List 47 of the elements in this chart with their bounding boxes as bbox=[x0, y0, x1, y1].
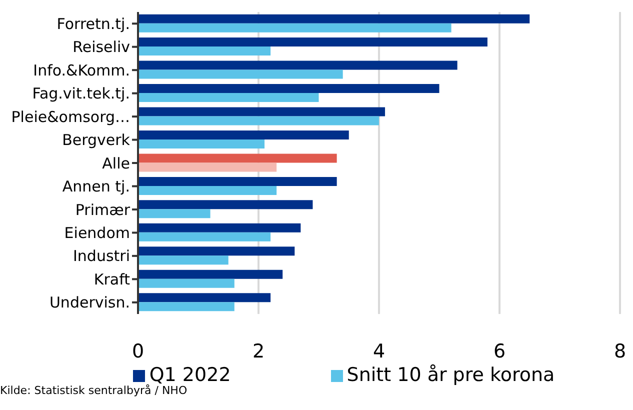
bar bbox=[138, 223, 301, 232]
bar bbox=[138, 200, 313, 210]
y-tick-label: Bergverk bbox=[62, 131, 130, 150]
bar bbox=[138, 232, 271, 242]
text: Kilde: Statistisk sentralbyrå / NHO bbox=[0, 384, 188, 397]
y-tick-label: Annen tj. bbox=[62, 178, 130, 196]
legend-label: Q1 2022 bbox=[149, 364, 231, 386]
x-tick-label: 6 bbox=[493, 340, 506, 362]
bar bbox=[138, 139, 265, 148]
bar bbox=[138, 130, 349, 140]
bar bbox=[138, 70, 343, 79]
bar bbox=[138, 209, 210, 218]
bar bbox=[138, 107, 386, 116]
bar bbox=[138, 154, 337, 163]
bar bbox=[138, 162, 277, 172]
bar bbox=[138, 84, 440, 94]
y-tick-label: Primær bbox=[75, 200, 131, 219]
bar bbox=[138, 186, 277, 195]
bar bbox=[138, 302, 234, 312]
bar bbox=[138, 270, 283, 279]
y-tick-label: Fag.vit.tek.tj. bbox=[32, 84, 130, 103]
bar bbox=[138, 23, 452, 32]
bar bbox=[138, 116, 379, 126]
y-tick-label: Info.&Komm. bbox=[33, 61, 130, 80]
bar bbox=[138, 46, 271, 56]
bar bbox=[138, 60, 458, 70]
y-tick-label: Eiendom bbox=[64, 224, 130, 242]
bar bbox=[138, 246, 295, 256]
x-tick-label: 2 bbox=[252, 340, 265, 362]
y-tick-label: Reiseliv bbox=[72, 38, 130, 56]
bar bbox=[138, 176, 337, 186]
bar bbox=[138, 278, 234, 288]
y-tick-label: Alle bbox=[102, 154, 130, 172]
x-tick-label: 0 bbox=[132, 340, 144, 362]
x-tick-label: 8 bbox=[614, 340, 626, 362]
y-tick-label: Industri bbox=[73, 247, 130, 266]
x-tick-label: 4 bbox=[372, 340, 386, 362]
bar bbox=[138, 293, 271, 302]
y-tick-label: Pleie&omsorg… bbox=[11, 108, 130, 126]
y-tick-label: Undervisn. bbox=[49, 294, 130, 312]
bar bbox=[138, 38, 488, 47]
y-tick-label: Forretn.tj. bbox=[56, 14, 130, 33]
bar bbox=[138, 14, 530, 24]
y-tick-label: Kraft bbox=[94, 270, 130, 288]
bar bbox=[138, 93, 319, 102]
legend-label: Snitt 10 år pre korona bbox=[346, 364, 555, 386]
bar bbox=[138, 256, 228, 265]
